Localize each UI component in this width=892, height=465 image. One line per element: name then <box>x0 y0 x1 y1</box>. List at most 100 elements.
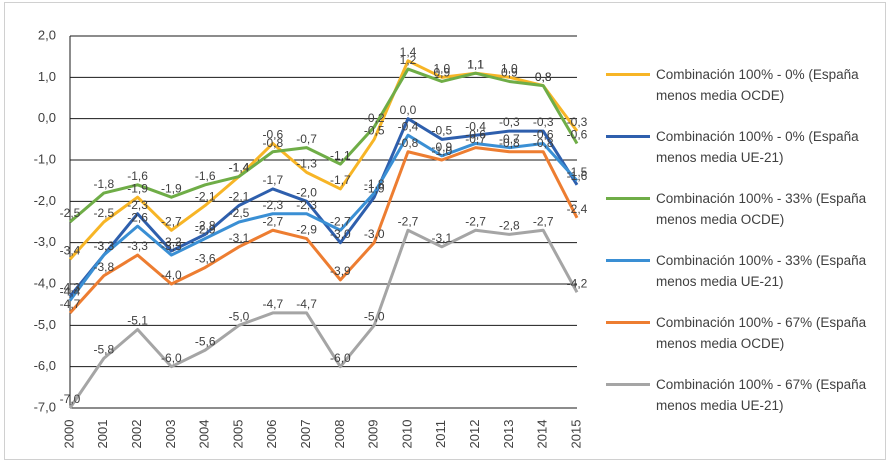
value-label: 1,0 <box>433 62 450 76</box>
value-label: -2,1 <box>195 190 216 204</box>
value-label: -3,3 <box>127 239 148 253</box>
value-label: -1,0 <box>431 144 452 158</box>
legend-label: Combinación 100% - 33% (España menos med… <box>656 253 867 289</box>
value-label: -1,8 <box>364 177 385 191</box>
value-label: -2,8 <box>499 219 520 233</box>
value-label: 0,9 <box>501 66 518 80</box>
x-tick-label: 2009 <box>366 420 381 449</box>
value-label: -1,3 <box>296 157 317 171</box>
value-label: -5,0 <box>229 310 250 324</box>
x-tick-label: 2001 <box>95 420 110 449</box>
series-line <box>68 133 579 302</box>
value-label: -4,3 <box>60 281 81 295</box>
value-label: -2,5 <box>229 206 250 220</box>
y-tick-label: -1,0 <box>34 151 56 166</box>
y-tick-label: -5,0 <box>34 317 56 332</box>
value-label: -3,8 <box>93 260 114 274</box>
value-label: -3,3 <box>93 239 114 253</box>
value-label: -1,6 <box>195 169 216 183</box>
legend-label: Combinación 100% - 67% (España menos med… <box>656 377 867 413</box>
series-line <box>68 146 579 314</box>
value-label: 1,1 <box>467 57 484 71</box>
value-label: -1,5 <box>567 165 588 179</box>
x-tick-label: 2000 <box>61 420 76 449</box>
value-label: -1,6 <box>567 169 588 183</box>
value-label: -4,2 <box>567 276 588 290</box>
value-label: 1,0 <box>501 62 518 76</box>
legend-item: Combinación 100% - 33% (España menos med… <box>606 188 866 250</box>
y-tick-label: -7,0 <box>34 399 56 414</box>
legend-label: Combinación 100% - 0% (España menos medi… <box>656 67 859 103</box>
value-label: -2,9 <box>296 223 317 237</box>
value-label: -0,6 <box>533 128 554 142</box>
series-line <box>69 67 579 224</box>
value-label: -1,4 <box>229 161 250 175</box>
value-label: 1,2 <box>400 53 417 67</box>
value-label: -5,1 <box>127 314 148 328</box>
legend-swatch <box>606 197 650 200</box>
legend-item: Combinación 100% - 0% (España menos medi… <box>606 64 859 126</box>
value-label: -2,3 <box>262 198 283 212</box>
legend: Combinación 100% - 0% (España menos medi… <box>606 64 866 436</box>
value-label: -0,9 <box>431 140 452 154</box>
y-tick-label: 0,0 <box>38 110 56 125</box>
value-label: -3,0 <box>330 227 351 241</box>
value-label: -3,2 <box>161 235 182 249</box>
value-label: -2,7 <box>161 214 182 228</box>
value-label: -3,9 <box>330 264 351 278</box>
value-label: -0,3 <box>499 115 520 129</box>
value-label: -3,1 <box>431 231 452 245</box>
series-line <box>68 228 579 409</box>
value-label: -0,8 <box>499 136 520 150</box>
value-label: -4,7 <box>262 297 283 311</box>
y-tick-label: 2,0 <box>38 27 56 42</box>
x-tick-label: 2012 <box>467 420 482 449</box>
x-tick-label: 2011 <box>433 420 448 448</box>
value-label: -6,0 <box>161 351 182 365</box>
legend-label: Combinación 100% - 67% (España menos med… <box>656 315 867 351</box>
value-label: -0,6 <box>262 128 283 142</box>
value-label: -0,3 <box>567 115 588 129</box>
value-label: -2,6 <box>127 210 148 224</box>
value-label: -1,9 <box>364 181 385 195</box>
value-label: 0,8 <box>535 70 552 84</box>
x-tick-label: 2007 <box>298 420 313 449</box>
value-label: 0,8 <box>535 70 552 84</box>
value-label: -2,1 <box>229 190 250 204</box>
value-label: -2,5 <box>93 206 114 220</box>
series-line <box>68 59 579 261</box>
value-label: -4,7 <box>296 297 317 311</box>
value-label: -1,7 <box>262 173 283 187</box>
legend-item: Combinación 100% - 33% (España menos med… <box>606 250 866 312</box>
value-label: 1,4 <box>400 45 417 59</box>
value-label: -3,4 <box>60 243 81 257</box>
value-label: -0,8 <box>533 136 554 150</box>
x-tick-label: 2006 <box>264 420 279 449</box>
value-label: -2,7 <box>330 214 351 228</box>
value-label: 0,0 <box>400 103 417 117</box>
legend-item: Combinación 100% - 67% (España menos med… <box>606 374 866 436</box>
value-label: -5,0 <box>364 310 385 324</box>
value-label: -2,7 <box>533 214 554 228</box>
legend-swatch <box>606 321 650 324</box>
x-tick-label: 2008 <box>332 420 347 449</box>
x-tick-label: 2014 <box>535 420 550 449</box>
value-label: -3,6 <box>195 252 216 266</box>
value-label: -1,6 <box>127 169 148 183</box>
value-label: 0,9 <box>433 66 450 80</box>
value-label: -0,6 <box>465 128 486 142</box>
x-tick-label: 2002 <box>129 420 144 449</box>
legend-swatch <box>606 135 650 138</box>
value-label: -3,3 <box>93 239 114 253</box>
x-tick-label: 2010 <box>399 420 414 449</box>
x-tick-label: 2005 <box>230 420 245 449</box>
value-label: -2,9 <box>195 223 216 237</box>
value-label: -0,8 <box>262 136 283 150</box>
legend-swatch <box>606 259 650 262</box>
y-tick-label: -4,0 <box>34 275 56 290</box>
value-label: -1,1 <box>330 148 351 162</box>
value-label: -0,7 <box>499 132 520 146</box>
legend-label: Combinación 100% - 0% (España menos medi… <box>656 129 859 165</box>
value-label: -0,7 <box>465 132 486 146</box>
